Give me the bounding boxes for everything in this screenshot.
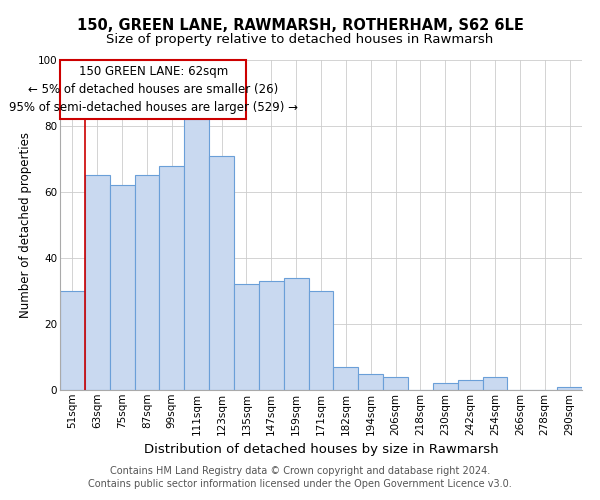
- Bar: [308, 291, 334, 390]
- Bar: [383, 377, 408, 390]
- Text: Size of property relative to detached houses in Rawmarsh: Size of property relative to detached ho…: [106, 32, 494, 46]
- Text: Contains HM Land Registry data © Crown copyright and database right 2024.: Contains HM Land Registry data © Crown c…: [110, 466, 490, 476]
- Bar: [60, 291, 85, 390]
- Text: Contains public sector information licensed under the Open Government Licence v3: Contains public sector information licen…: [88, 479, 512, 489]
- Bar: [160, 166, 184, 390]
- Bar: [433, 384, 458, 390]
- Bar: [482, 377, 508, 390]
- Bar: [458, 380, 482, 390]
- Text: 150 GREEN LANE: 62sqm
← 5% of detached houses are smaller (26)
95% of semi-detac: 150 GREEN LANE: 62sqm ← 5% of detached h…: [9, 65, 298, 114]
- Bar: [110, 186, 134, 390]
- Bar: [184, 120, 209, 390]
- Bar: [209, 156, 234, 390]
- Y-axis label: Number of detached properties: Number of detached properties: [19, 132, 32, 318]
- Bar: [134, 176, 160, 390]
- Bar: [234, 284, 259, 390]
- Bar: [334, 367, 358, 390]
- Bar: [259, 281, 284, 390]
- Text: 150, GREEN LANE, RAWMARSH, ROTHERHAM, S62 6LE: 150, GREEN LANE, RAWMARSH, ROTHERHAM, S6…: [77, 18, 523, 32]
- Bar: [85, 176, 110, 390]
- Bar: [358, 374, 383, 390]
- Bar: [284, 278, 308, 390]
- Bar: [557, 386, 582, 390]
- X-axis label: Distribution of detached houses by size in Rawmarsh: Distribution of detached houses by size …: [143, 443, 499, 456]
